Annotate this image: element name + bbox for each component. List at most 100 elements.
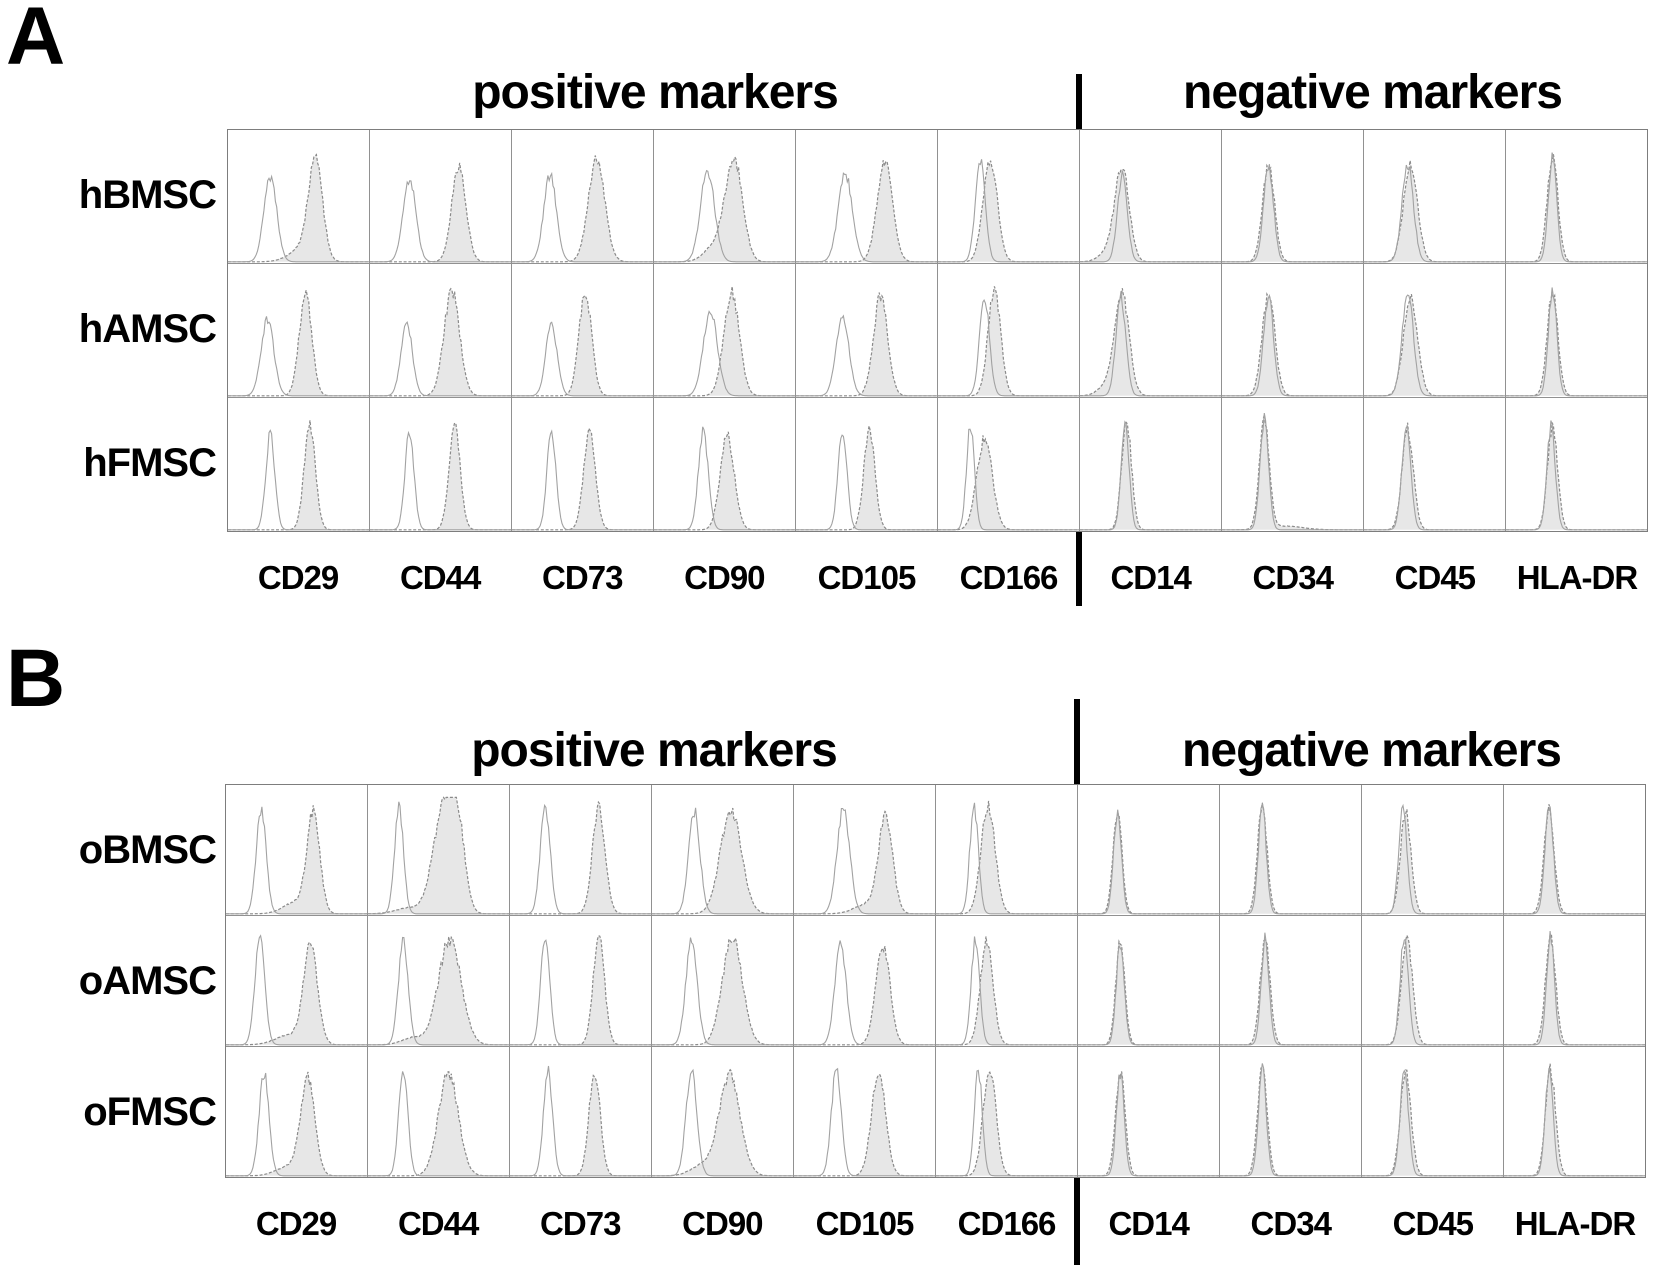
histogram-plot (226, 934, 367, 1046)
control-histogram-curve (368, 1071, 509, 1177)
sample-histogram-curve (228, 420, 369, 531)
histogram-cell-oFMSC-CD44 (368, 1047, 509, 1177)
sample-histogram-curve (652, 1068, 793, 1177)
sample-histogram-curve (1362, 1069, 1503, 1177)
control-histogram-curve (938, 298, 1079, 397)
control-histogram-curve (1078, 809, 1219, 915)
sample-histogram-curve (1506, 422, 1647, 531)
histogram-cell-oBMSC-CD73 (510, 785, 651, 915)
control-histogram-curve (654, 169, 795, 263)
histogram-plot (654, 155, 795, 263)
histogram-plot (1364, 160, 1505, 263)
histogram-cell-hBMSC-CD14 (1080, 130, 1221, 263)
control-histogram-curve (370, 321, 511, 397)
histogram-plot (228, 420, 369, 531)
sample-histogram-curve (1080, 288, 1221, 397)
sample-histogram-curve (368, 936, 509, 1046)
histogram-cell-hBMSC-CD90 (654, 130, 795, 263)
histogram-cell-oAMSC-CD14 (1078, 916, 1219, 1046)
sample-histogram-curve (1080, 421, 1221, 531)
control-histogram-curve (938, 159, 1079, 263)
control-histogram-curve (512, 171, 653, 263)
control-histogram-curve (226, 806, 367, 915)
histogram-cell-oBMSC-CD29 (226, 785, 367, 915)
histogram-plot (1078, 939, 1219, 1046)
histogram-cell-oFMSC-CD14 (1078, 1047, 1219, 1177)
histogram-cell-oAMSC-CD45 (1362, 916, 1503, 1046)
histogram-cell-oBMSC-CD44 (368, 785, 509, 915)
sample-histogram-curve (226, 805, 367, 915)
histogram-cell-hBMSC-CD73 (512, 130, 653, 263)
panel-a-histogram-grid (227, 129, 1648, 532)
control-histogram-curve (1364, 164, 1505, 263)
histogram-plot (1220, 932, 1361, 1046)
histogram-cell-hAMSC-CD105 (796, 264, 937, 397)
control-histogram-curve (1364, 294, 1505, 397)
panel-a-column-labels: CD29 CD44 CD73 CD90 CD105 CD166 CD14 CD34 CD45 HL… (227, 558, 1648, 598)
sample-histogram-curve (794, 946, 935, 1046)
sample-histogram-curve (1504, 1063, 1645, 1177)
histogram-plot (936, 936, 1077, 1046)
sample-histogram-curve (936, 1071, 1077, 1177)
histogram-plot (512, 426, 653, 531)
histogram-plot (1078, 1071, 1219, 1177)
sample-histogram-curve (1364, 422, 1505, 531)
control-histogram-curve (1504, 806, 1645, 915)
sample-histogram-curve (936, 936, 1077, 1046)
histogram-cell-oBMSC-CD105 (794, 785, 935, 915)
histogram-cell-oAMSC-CD73 (510, 916, 651, 1046)
sample-histogram-curve (936, 800, 1077, 915)
histogram-cell-hBMSC-HLA-DR (1506, 130, 1647, 263)
control-histogram-curve (226, 934, 367, 1046)
column-label-CD34: CD34 (1250, 1205, 1332, 1242)
control-histogram-curve (1080, 170, 1221, 263)
sample-histogram-curve (796, 160, 937, 263)
control-histogram-curve (1504, 1068, 1645, 1177)
sample-histogram-curve (1220, 802, 1361, 915)
column-label-CD73: CD73 (540, 1205, 621, 1242)
column-label-CD166: CD166 (959, 559, 1059, 596)
sample-histogram-curve (938, 286, 1079, 397)
panel-b-histogram-grid (225, 784, 1646, 1178)
sample-histogram-curve (370, 421, 511, 531)
histogram-plot (368, 796, 509, 915)
sample-histogram-curve (370, 287, 511, 397)
control-histogram-curve (794, 1067, 935, 1177)
control-histogram-curve (510, 803, 651, 915)
control-histogram-curve (1222, 293, 1363, 397)
panel-b-column-labels: CD29 CD44 CD73 CD90 CD105 CD166 CD14 CD34 CD45 HL… (225, 1204, 1646, 1244)
control-histogram-curve (794, 940, 935, 1046)
histogram-plot (510, 934, 651, 1046)
histogram-plot (1362, 1069, 1503, 1177)
sample-histogram-curve (226, 941, 367, 1046)
histogram-plot (370, 162, 511, 263)
histogram-cell-hFMSC-CD29 (228, 398, 369, 531)
sample-histogram-curve (1222, 414, 1363, 531)
histogram-cell-oBMSC-HLA-DR (1504, 785, 1645, 915)
histogram-plot (796, 292, 937, 397)
column-label-CD44: CD44 (399, 559, 481, 596)
sample-histogram-curve (654, 431, 795, 531)
row-label-hFMSC: hFMSC (83, 441, 217, 485)
histogram-plot (652, 1068, 793, 1177)
sample-histogram-curve (1364, 160, 1505, 263)
row-label-hAMSC: hAMSC (78, 307, 217, 351)
histogram-plot (226, 805, 367, 915)
sample-histogram-curve (1078, 939, 1219, 1046)
sample-histogram-curve (1362, 809, 1503, 915)
histogram-cell-oAMSC-CD44 (368, 916, 509, 1046)
sample-histogram-curve (368, 796, 509, 915)
sample-histogram-curve (652, 936, 793, 1046)
row-label-oBMSC: oBMSC (78, 828, 217, 872)
panel-a-positive-markers-header: positive markers (472, 66, 839, 119)
histogram-plot (1506, 287, 1647, 397)
column-label-HLA-DR: HLA-DR (1514, 1205, 1636, 1242)
panel-b-positive-markers-header: positive markers (471, 724, 838, 777)
sample-histogram-curve (512, 426, 653, 531)
histogram-cell-hFMSC-CD45 (1364, 398, 1505, 531)
control-histogram-curve (370, 180, 511, 263)
histogram-cell-hFMSC-CD34 (1222, 398, 1363, 531)
histogram-plot (794, 807, 935, 915)
sample-histogram-curve (1080, 168, 1221, 263)
